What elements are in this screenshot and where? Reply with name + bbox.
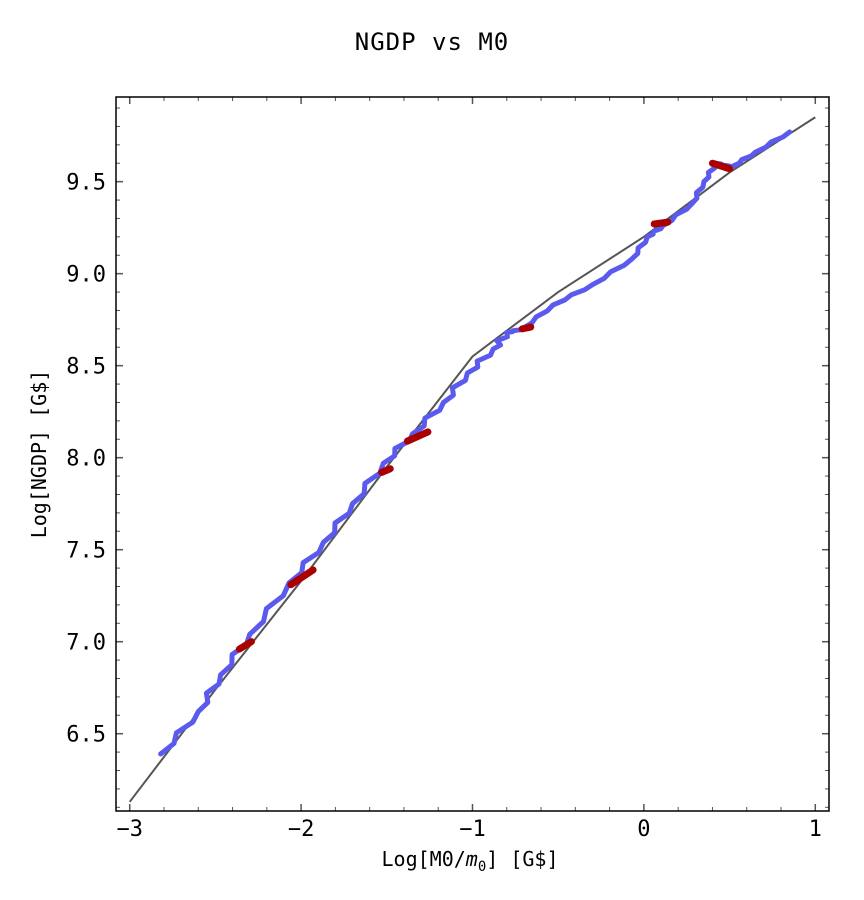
y-tick-label: 7.0: [66, 631, 106, 656]
data-series-line: [158, 129, 793, 757]
x-tick-label: −1: [459, 817, 486, 842]
highlighted-segments: [235, 159, 734, 653]
highlight-segment: [518, 323, 535, 333]
y-tick-label: 9.0: [66, 263, 106, 288]
y-tick-label: 6.5: [66, 723, 106, 748]
chart-title: NGDP vs M0: [354, 28, 510, 56]
x-tick-label: −2: [288, 817, 315, 842]
minor-ticks: [116, 97, 829, 811]
y-axis-label: Log[NGDP] [G$]: [27, 370, 51, 539]
x-axis-label: Log[M0/m0] [G$]: [381, 847, 558, 875]
highlight-segment: [235, 638, 255, 653]
x-axis-tick-labels: −3 −2 −1 0 1: [116, 817, 821, 842]
x-tick-label: −3: [116, 817, 143, 842]
highlight-segment: [378, 465, 394, 476]
y-tick-label: 8.5: [66, 355, 106, 380]
fit-curve: [128, 116, 816, 803]
y-tick-label: 8.0: [66, 447, 106, 472]
highlight-segment: [403, 428, 432, 445]
highlight-segment: [650, 218, 672, 228]
plot-frame: [115, 96, 830, 812]
y-axis-tick-labels: 6.5 7.0 7.5 8.0 8.5 9.0 9.5: [66, 171, 106, 748]
y-tick-label: 9.5: [66, 171, 106, 196]
major-ticks: [116, 97, 829, 811]
x-tick-label: 0: [637, 817, 650, 842]
x-tick-label: 1: [809, 817, 822, 842]
y-tick-label: 7.5: [66, 539, 106, 564]
highlight-segment: [287, 566, 317, 589]
highlight-segment: [708, 159, 734, 173]
